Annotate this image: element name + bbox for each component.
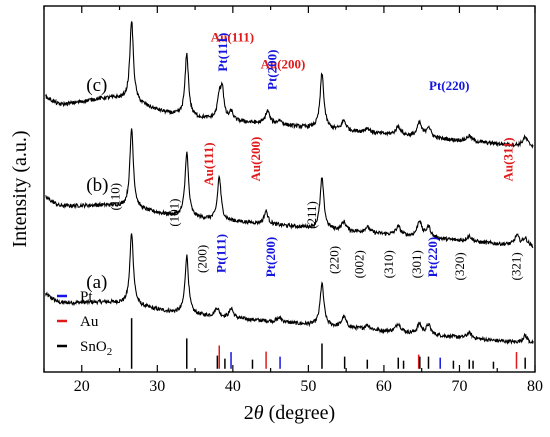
peak-label: (321) xyxy=(509,252,524,280)
xrd-pattern-line xyxy=(45,128,534,249)
peak-label: Pt(220) xyxy=(425,237,440,277)
peak-label: Au(200) xyxy=(248,137,263,182)
peak-label: (110) xyxy=(108,183,123,211)
x-axis-ticks: 20 30 40 50 60 70 80 xyxy=(43,6,543,395)
peak-label: Au(311) xyxy=(500,137,515,181)
peak-label: Au(200) xyxy=(261,56,306,71)
peak-label: Pt(220) xyxy=(429,78,469,93)
x-tick-label: 40 xyxy=(225,378,241,395)
peak-label: Pt(200) xyxy=(265,50,280,90)
pattern-label: (b) xyxy=(86,175,108,196)
x-tick-label: 30 xyxy=(149,378,165,395)
y-axis-label: Intensity (a.u.) xyxy=(9,130,31,247)
peak-label: (220) xyxy=(327,246,342,274)
peak-label: Au(111) xyxy=(201,142,216,185)
peak-label: Pt(111) xyxy=(213,234,228,273)
pattern-label: (a) xyxy=(86,272,107,293)
x-tick-label: 20 xyxy=(74,378,90,395)
peak-label: (310) xyxy=(381,250,396,278)
legend-label: Au xyxy=(80,314,99,330)
peak-labels: (110) (101) (200) Pt(111) Pt(200) (211) (220) (… xyxy=(108,30,524,281)
x-label-unit: (degree) xyxy=(264,402,336,424)
x-tick-label: 80 xyxy=(527,378,543,395)
x-tick-label: 50 xyxy=(300,378,316,395)
peak-label: Au(111) xyxy=(211,30,254,45)
peak-label: (101) xyxy=(166,199,181,227)
x-label-number: 2 xyxy=(244,402,254,424)
x-label-theta: θ xyxy=(254,402,264,424)
legend: Pt Au SnO2 xyxy=(57,289,112,358)
legend-label: Pt xyxy=(80,289,93,305)
x-tick-label: 60 xyxy=(376,378,392,395)
peak-label: (200) xyxy=(194,245,209,273)
plot-frame xyxy=(43,5,536,373)
peak-label: Pt(200) xyxy=(263,237,278,277)
peak-label: (002) xyxy=(352,250,367,278)
peak-label: (320) xyxy=(452,252,467,280)
xrd-pattern-line xyxy=(44,233,534,345)
x-axis-label: 2θ (degree) xyxy=(244,402,335,424)
reference-pattern xyxy=(130,318,526,369)
x-tick-label: 70 xyxy=(451,378,467,395)
pattern-label: (c) xyxy=(86,75,107,96)
legend-label: SnO2 xyxy=(80,339,112,358)
xrd-patterns: (a) (b) (c) xyxy=(44,21,534,345)
peak-label: (301) xyxy=(409,250,424,278)
peak-label: (211) xyxy=(304,201,319,229)
peak-label: Pt(111) xyxy=(215,33,230,72)
xrd-pattern-line xyxy=(45,21,534,149)
